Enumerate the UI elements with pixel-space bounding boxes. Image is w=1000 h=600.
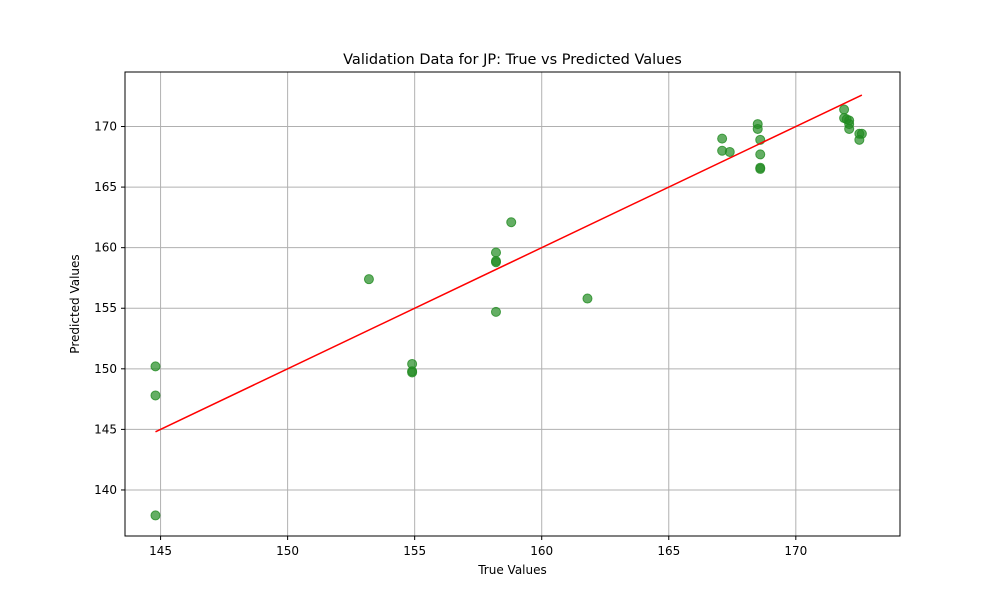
data-point — [855, 135, 864, 144]
chart-title: Validation Data for JP: True vs Predicte… — [343, 52, 682, 68]
x-tick-label: 170 — [784, 544, 807, 558]
x-tick-label: 150 — [276, 544, 299, 558]
data-point — [756, 150, 765, 159]
ideal-fit-line — [155, 95, 861, 432]
data-point — [491, 307, 500, 316]
data-points — [151, 105, 866, 520]
data-point — [845, 124, 854, 133]
y-axis-label: Predicted Values — [68, 254, 82, 353]
data-point — [583, 294, 592, 303]
x-axis-label: True Values — [477, 563, 547, 577]
y-tick-label: 165 — [94, 180, 117, 194]
data-point — [491, 258, 500, 267]
data-point — [364, 275, 373, 284]
data-point — [151, 362, 160, 371]
data-point — [840, 105, 849, 114]
data-point — [151, 391, 160, 400]
data-point — [491, 248, 500, 257]
y-tick-label: 160 — [94, 241, 117, 255]
grid — [125, 72, 900, 536]
data-point — [507, 218, 516, 227]
y-tick-label: 170 — [94, 120, 117, 134]
data-point — [718, 134, 727, 143]
x-tick-label: 155 — [403, 544, 426, 558]
y-tick-label: 150 — [94, 362, 117, 376]
data-point — [753, 124, 762, 133]
data-point — [151, 511, 160, 520]
y-tick-label: 140 — [94, 483, 117, 497]
data-point — [756, 164, 765, 173]
regression-line-layer — [155, 95, 861, 432]
data-point — [408, 368, 417, 377]
x-tick-label: 160 — [530, 544, 553, 558]
x-axis-ticks: 145 150 155 160 165 170 — [149, 536, 807, 558]
plot-frame — [125, 72, 900, 536]
y-tick-label: 145 — [94, 422, 117, 436]
y-tick-label: 155 — [94, 301, 117, 315]
data-point — [725, 147, 734, 156]
x-tick-label: 165 — [657, 544, 680, 558]
y-axis-ticks: 140 145 150 155 160 165 170 — [94, 120, 125, 497]
x-tick-label: 145 — [149, 544, 172, 558]
